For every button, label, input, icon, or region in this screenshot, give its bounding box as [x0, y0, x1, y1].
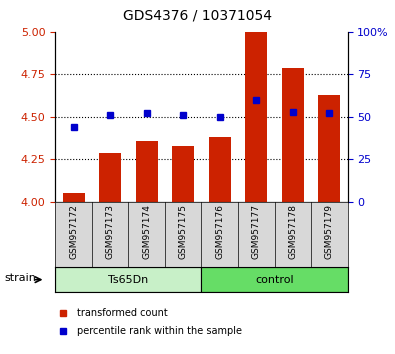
Bar: [136, 141, 158, 202]
Bar: [172, 146, 194, 202]
Bar: [282, 68, 304, 202]
Text: GSM957173: GSM957173: [105, 204, 115, 259]
Bar: [99, 153, 121, 202]
Text: GSM957175: GSM957175: [179, 204, 188, 259]
Text: GSM957174: GSM957174: [142, 204, 151, 259]
Text: GSM957179: GSM957179: [325, 204, 334, 259]
Text: Ts65Dn: Ts65Dn: [108, 275, 149, 285]
Text: GSM957176: GSM957176: [215, 204, 224, 259]
Text: percentile rank within the sample: percentile rank within the sample: [77, 326, 242, 336]
Text: strain: strain: [4, 273, 36, 283]
Text: control: control: [255, 275, 294, 285]
Bar: [63, 193, 85, 202]
Bar: [245, 32, 267, 202]
Bar: [318, 95, 340, 202]
Text: GSM957177: GSM957177: [252, 204, 261, 259]
Text: GDS4376 / 10371054: GDS4376 / 10371054: [123, 9, 272, 23]
Text: GSM957178: GSM957178: [288, 204, 297, 259]
Bar: [209, 137, 231, 202]
Text: GSM957172: GSM957172: [69, 204, 78, 259]
Text: transformed count: transformed count: [77, 308, 168, 318]
Bar: [201, 267, 348, 292]
Bar: [55, 267, 201, 292]
